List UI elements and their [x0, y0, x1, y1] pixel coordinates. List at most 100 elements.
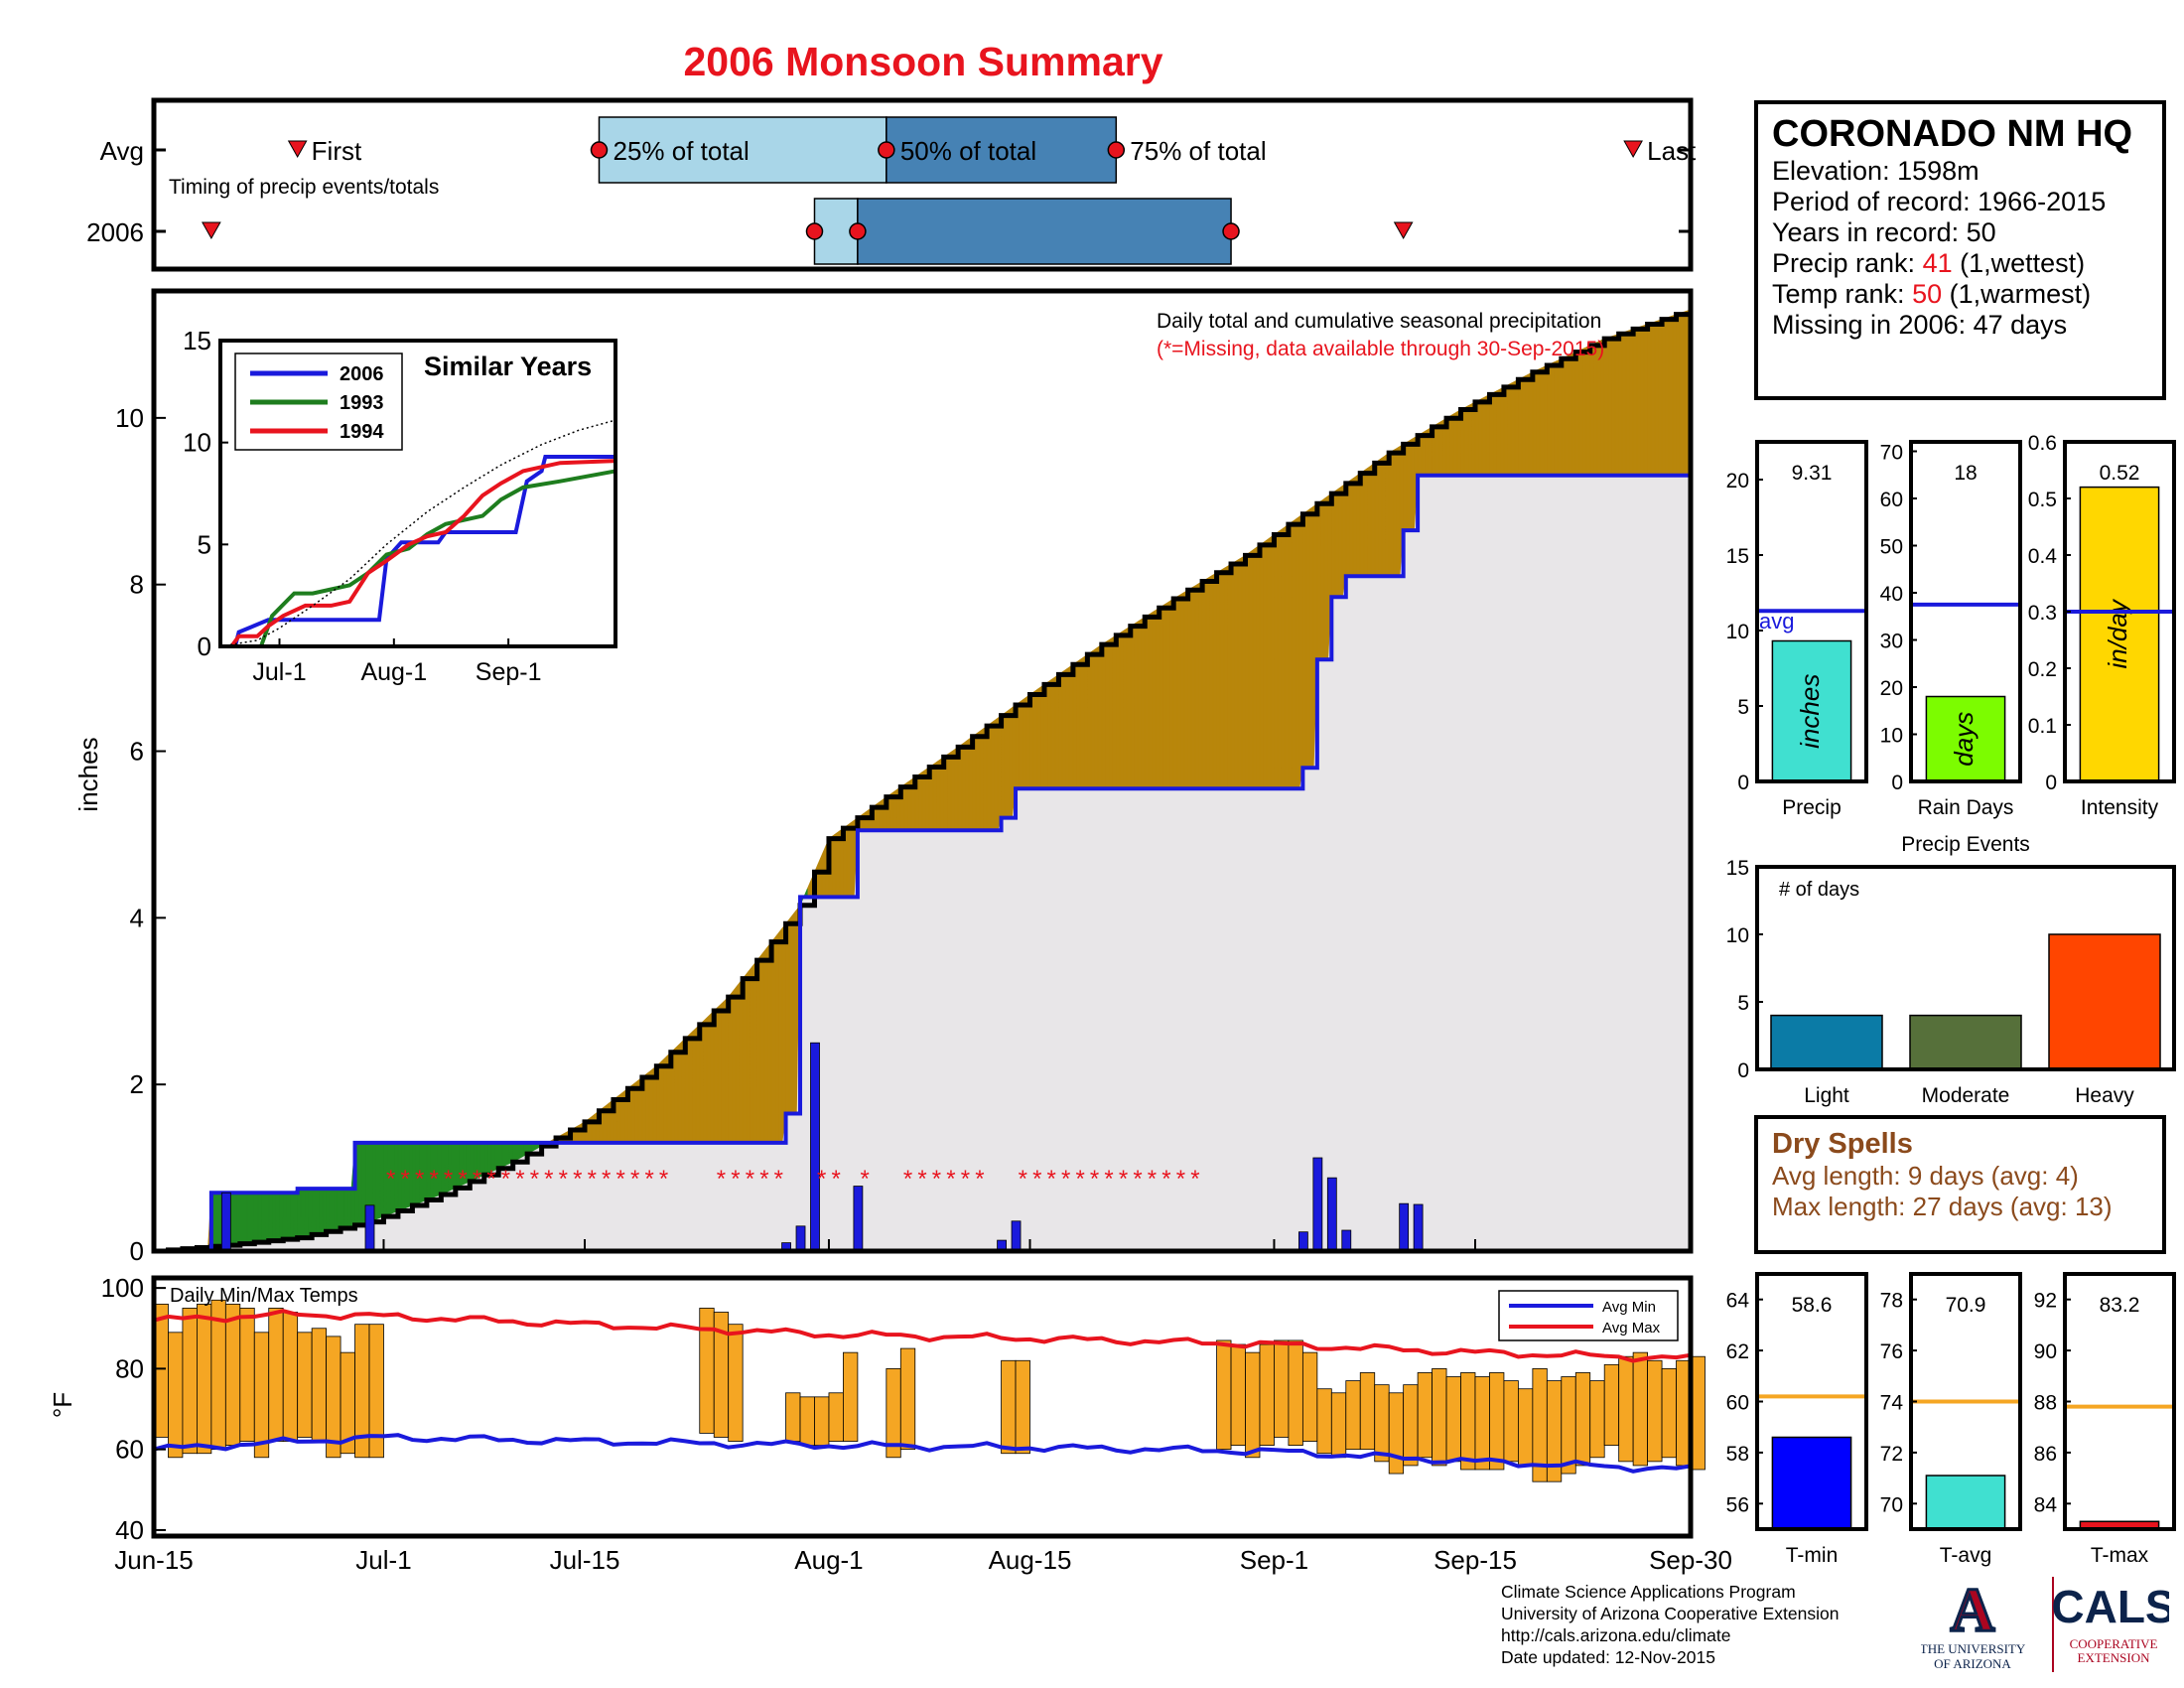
- missing-day-marker: *: [903, 1166, 912, 1193]
- daily-temp-bar: [1330, 1392, 1347, 1459]
- missing-day-marker: *: [659, 1166, 668, 1193]
- temps-title: Daily Min/Max Temps: [170, 1285, 358, 1307]
- station-precip-rank: Precip rank: 41 (1,wettest): [1772, 248, 2148, 279]
- events-y-tick-label: 5: [1737, 992, 1749, 1015]
- timing-first-last-marker: [202, 221, 221, 240]
- missing-day-marker: *: [932, 1166, 941, 1193]
- timing-box-50-75: [857, 198, 1232, 265]
- x-tick-label: Jun-15: [114, 1545, 194, 1575]
- timing-pct-label: 75% of total: [1130, 136, 1266, 166]
- precip-rank-label: Precip rank:: [1772, 248, 1916, 278]
- timing-percentile-marker: [878, 141, 895, 159]
- daily-precip-bar: [853, 1186, 864, 1252]
- missing-day-marker: *: [444, 1166, 453, 1193]
- value-bar-t-min: [1771, 1436, 1852, 1530]
- main-y-tick-label: 2: [130, 1069, 144, 1099]
- missing-day-marker: *: [616, 1166, 625, 1193]
- timing-row-label: Avg: [100, 136, 144, 166]
- panel-y-tick-label: 30: [1880, 631, 1903, 653]
- missing-day-marker: *: [386, 1166, 395, 1193]
- panel-y-tick-label: 60: [1726, 1392, 1749, 1415]
- panel-y-tick-label: 88: [2034, 1392, 2057, 1415]
- missing-day-marker: *: [1104, 1166, 1113, 1193]
- inset-x-tick-label: Jul-1: [252, 658, 306, 686]
- panel-y-tick-label: 90: [2034, 1340, 2057, 1363]
- panel-y-tick-label: 74: [1880, 1392, 1904, 1415]
- daily-temp-bar: [1403, 1384, 1419, 1467]
- ua-logo-letter: A: [1951, 1577, 1995, 1644]
- panel-y-tick-label: 0.3: [2028, 602, 2057, 625]
- daily-temp-bar: [1417, 1372, 1433, 1459]
- missing-day-marker: *: [1061, 1166, 1070, 1193]
- panel-x-label: T-avg: [1940, 1544, 1992, 1567]
- temps-legend-label: Avg Min: [1602, 1299, 1656, 1316]
- daily-precip-bar: [795, 1225, 806, 1252]
- panel-y-tick-label: 40: [1880, 583, 1903, 606]
- inset-series-line-average: [219, 419, 616, 647]
- daily-precip-bar: [220, 1192, 231, 1252]
- dry-spells-max: Max length: 27 days (avg: 13): [1772, 1192, 2113, 1221]
- daily-temp-bar: [168, 1332, 184, 1459]
- daily-temp-bar: [1561, 1376, 1576, 1475]
- inset-legend-label: 2006: [340, 363, 384, 385]
- missing-day-marker: *: [774, 1166, 783, 1193]
- missing-day-marker: *: [817, 1166, 826, 1193]
- missing-day-marker: *: [630, 1166, 639, 1193]
- daily-temp-bar: [268, 1308, 284, 1442]
- inset-x-tick-label: Sep-1: [476, 658, 542, 686]
- inset-frame: [218, 339, 617, 648]
- daily-temp-bar: [1316, 1388, 1332, 1455]
- panel-x-label: T-max: [2091, 1544, 2149, 1567]
- daily-temp-bar: [1015, 1359, 1030, 1455]
- missing-day-marker: *: [1148, 1166, 1157, 1193]
- daily-temp-bar: [1603, 1363, 1620, 1447]
- missing-day-marker: *: [1190, 1166, 1199, 1193]
- footer-url[interactable]: http://cals.arizona.edu/climate: [1501, 1625, 1731, 1645]
- daily-temp-bar: [728, 1324, 744, 1442]
- temps-frame: [151, 1275, 1694, 1539]
- panel-x-label: T-min: [1786, 1544, 1839, 1567]
- panel-y-tick-label: 20: [1880, 677, 1903, 700]
- logos: A THE UNIVERSITY OF ARIZONA CALS COOPERA…: [1921, 1576, 2169, 1672]
- panel-x-label: Intensity: [2081, 796, 2159, 819]
- station-missing: Missing in 2006: 47 days: [1772, 310, 2068, 340]
- timing-frame: [151, 97, 1694, 272]
- cumulative-base-fill: [154, 475, 1691, 1252]
- panel-y-tick-label: 0.6: [2028, 432, 2057, 455]
- daily-temp-bar: [1388, 1392, 1405, 1475]
- daily-temp-bar: [843, 1351, 859, 1442]
- panel-y-tick-label: 78: [1880, 1290, 1903, 1313]
- timing-percentile-marker: [1222, 222, 1240, 240]
- missing-day-marker: *: [1119, 1166, 1128, 1193]
- panel-y-tick-label: 0: [1891, 772, 1903, 794]
- temps-y-axis-label: °F: [48, 1392, 77, 1418]
- daily-temp-bar: [1618, 1355, 1634, 1463]
- daily-temp-bar: [1001, 1359, 1017, 1455]
- missing-day-marker: *: [588, 1166, 597, 1193]
- value-bar-unit: inches: [1795, 674, 1825, 749]
- station-years: Years in record: 50: [1772, 217, 1996, 247]
- x-tick-label: Jul-15: [550, 1545, 620, 1575]
- value-bar-precip: [1771, 639, 1852, 782]
- temp-rank-value: 50: [1912, 279, 1943, 309]
- daily-precip-bar: [1326, 1177, 1337, 1252]
- temps-y-tick-label: 40: [115, 1515, 144, 1545]
- panel-y-tick-label: 56: [1726, 1493, 1749, 1516]
- main-y-tick-label: 6: [130, 737, 144, 767]
- main-y-tick-label: 8: [130, 570, 144, 600]
- daily-temp-bar: [1432, 1367, 1447, 1467]
- panel-y-tick-label: 50: [1880, 536, 1903, 559]
- daily-temp-bar: [1288, 1339, 1303, 1447]
- station-period: Period of record: 1966-2015: [1772, 187, 2107, 216]
- footer-date: Date updated: 12-Nov-2015: [1501, 1647, 1715, 1667]
- temp-rank-label: Temp rank:: [1772, 279, 1905, 309]
- missing-day-marker: *: [1161, 1166, 1170, 1193]
- panel-y-tick-label: 70: [1880, 442, 1903, 465]
- daily-temp-bar: [699, 1308, 715, 1434]
- missing-day-marker: *: [717, 1166, 726, 1193]
- daily-temp-bar: [1245, 1351, 1261, 1459]
- missing-day-marker: *: [1032, 1166, 1041, 1193]
- daily-temp-bar: [1632, 1351, 1648, 1467]
- cals-logo: CALS COOPERATIVE EXTENSION: [2051, 1581, 2169, 1665]
- main-missing-note: (*=Missing, data available through 30-Se…: [1157, 338, 1604, 360]
